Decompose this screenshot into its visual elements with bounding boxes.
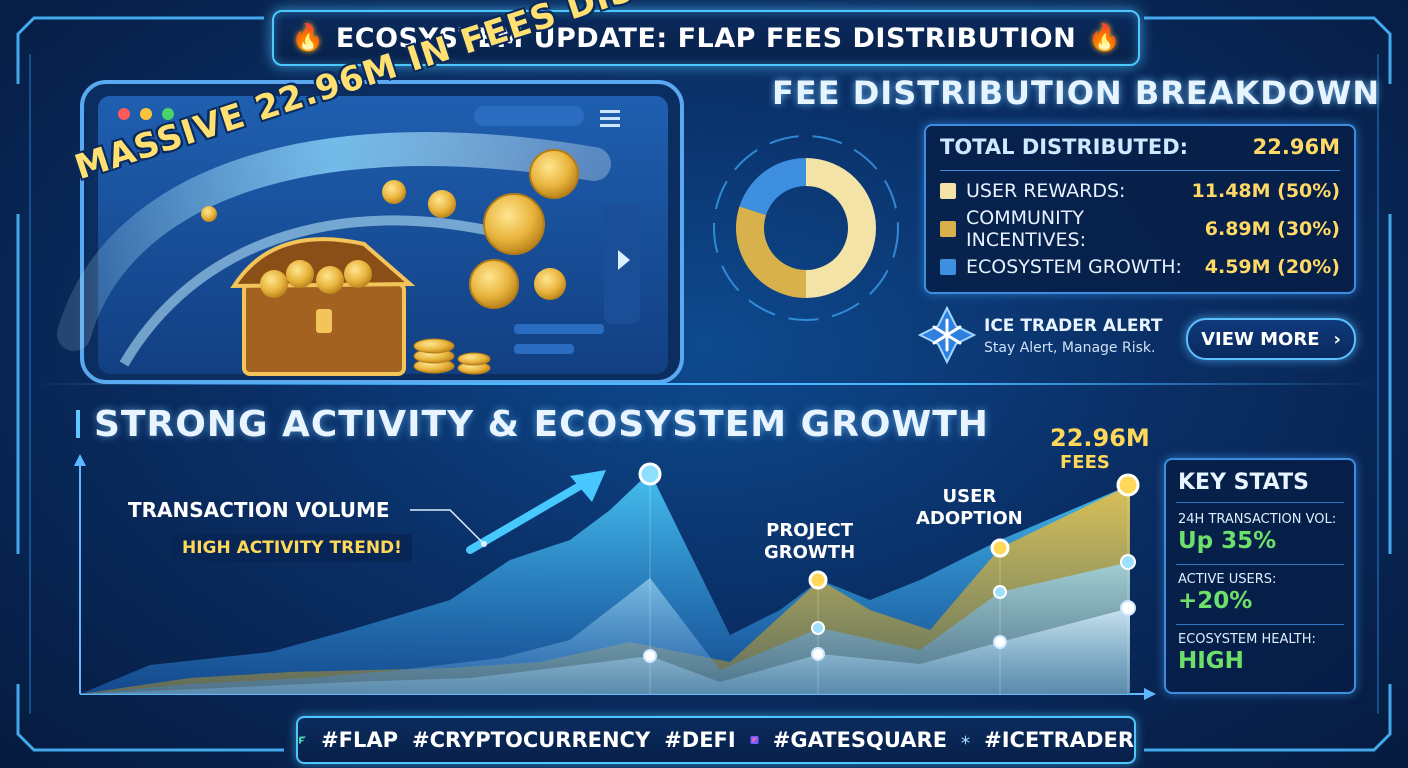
gatesquare-logo-icon (750, 735, 759, 745)
donut-slice-0 (806, 158, 876, 298)
annotation-fees-label: FEES (1060, 452, 1110, 473)
flap-logo-icon (299, 736, 307, 744)
fee-value: 6.89M (30%) (1204, 218, 1340, 240)
fee-value: 11.48M (50%) (1191, 180, 1340, 202)
tag-gatesquare[interactable]: #GATESQUARE (772, 728, 948, 752)
total-value: 22.96M (1252, 135, 1340, 159)
donut-outer-ring (713, 135, 899, 321)
tag-flap[interactable]: #FLAP (321, 728, 399, 752)
header-title-box: 🔥 ECOSYSTEM UPDATE: FLAP FEES DISTRIBUTI… (272, 10, 1140, 66)
flame-icon: 🔥 (291, 23, 324, 53)
total-row: TOTAL DISTRIBUTED: 22.96M (940, 130, 1340, 164)
tag-defi[interactable]: #DEFI (664, 728, 736, 752)
stat-value: HIGH (1178, 648, 1244, 674)
fee-row-ecosystem-growth: ECOSYSTEM GROWTH: 4.59M (20%) (940, 250, 1340, 284)
annotation-user-line1: USER (942, 486, 997, 507)
flame-icon: 🔥 (1088, 23, 1121, 53)
divider (1176, 564, 1344, 565)
key-stats-panel: KEY STATS 24H TRANSACTION VOL: Up 35% AC… (1164, 458, 1356, 694)
page-title: ECOSYSTEM UPDATE: FLAP FEES DISTRIBUTION (335, 22, 1077, 54)
hero-illustration (57, 80, 684, 384)
tag-icetrader[interactable]: #ICETRADER (984, 728, 1134, 752)
chevron-right-icon: › (1333, 328, 1341, 350)
donut-chart (713, 135, 899, 321)
fee-value: 4.59M (20%) (1204, 256, 1340, 278)
annotation-project-line1: PROJECT (766, 520, 853, 541)
fee-row-user-rewards: USER REWARDS: 11.48M (50%) (940, 174, 1340, 208)
key-stats-title: KEY STATS (1178, 470, 1309, 495)
stat-label: ECOSYSTEM HEALTH: (1178, 632, 1316, 647)
stat-value: +20% (1178, 588, 1253, 614)
fee-label: USER REWARDS: (966, 180, 1126, 202)
swatch-user-rewards (940, 183, 956, 199)
divider (1176, 502, 1344, 503)
annotation-project-line2: GROWTH (764, 542, 856, 563)
swatch-ecosystem-growth (940, 259, 956, 275)
donut-slice-1 (736, 206, 806, 298)
divider (1176, 624, 1344, 625)
swatch-community-incentives (940, 221, 956, 237)
fee-breakdown-table: TOTAL DISTRIBUTED: 22.96M USER REWARDS: … (924, 124, 1356, 294)
view-more-label: VIEW MORE (1201, 328, 1320, 350)
fee-label: ECOSYSTEM GROWTH: (966, 256, 1182, 278)
alert-title: ICE TRADER ALERT (984, 316, 1163, 336)
view-more-button[interactable]: VIEW MORE › (1186, 318, 1356, 360)
snowflake-icon (961, 735, 970, 745)
annotation-project: PROJECT GROWTH (764, 520, 855, 564)
annotation-trend: HIGH ACTIVITY TREND! (172, 534, 412, 562)
divider (940, 170, 1340, 171)
hud-frame (16, 16, 1392, 752)
section-divider (30, 383, 1380, 385)
annotation-user-line2: ADOPTION (916, 508, 1023, 529)
fee-breakdown-title: FEE DISTRIBUTION BREAKDOWN (772, 74, 1381, 112)
tag-cryptocurrency[interactable]: #CRYPTOCURRENCY (412, 728, 651, 752)
annotation-fees-value: 22.96M (1050, 424, 1150, 452)
stat-value: Up 35% (1178, 528, 1277, 554)
fee-row-community-incentives: COMMUNITY INCENTIVES: 6.89M (30%) (940, 207, 1340, 251)
growth-title: STRONG ACTIVITY & ECOSYSTEM GROWTH (94, 404, 989, 445)
donut-slice-2 (739, 158, 806, 216)
hashtag-bar: #FLAP #CRYPTOCURRENCY #DEFI #GATESQUARE … (296, 716, 1136, 764)
stat-label: ACTIVE USERS: (1178, 572, 1277, 587)
ice-trader-alert: ICE TRADER ALERT Stay Alert, Manage Risk… (918, 306, 1168, 366)
title-accent-bar (76, 410, 80, 438)
annotation-volume: TRANSACTION VOLUME (128, 498, 390, 522)
fee-label: COMMUNITY INCENTIVES: (966, 207, 1086, 251)
growth-chart (74, 454, 1156, 700)
alert-subtitle: Stay Alert, Manage Risk. (984, 340, 1156, 356)
total-label: TOTAL DISTRIBUTED: (940, 135, 1189, 159)
snowflake-icon (918, 306, 976, 364)
stat-label: 24H TRANSACTION VOL: (1178, 512, 1337, 527)
annotation-user: USER ADOPTION (916, 486, 1023, 530)
